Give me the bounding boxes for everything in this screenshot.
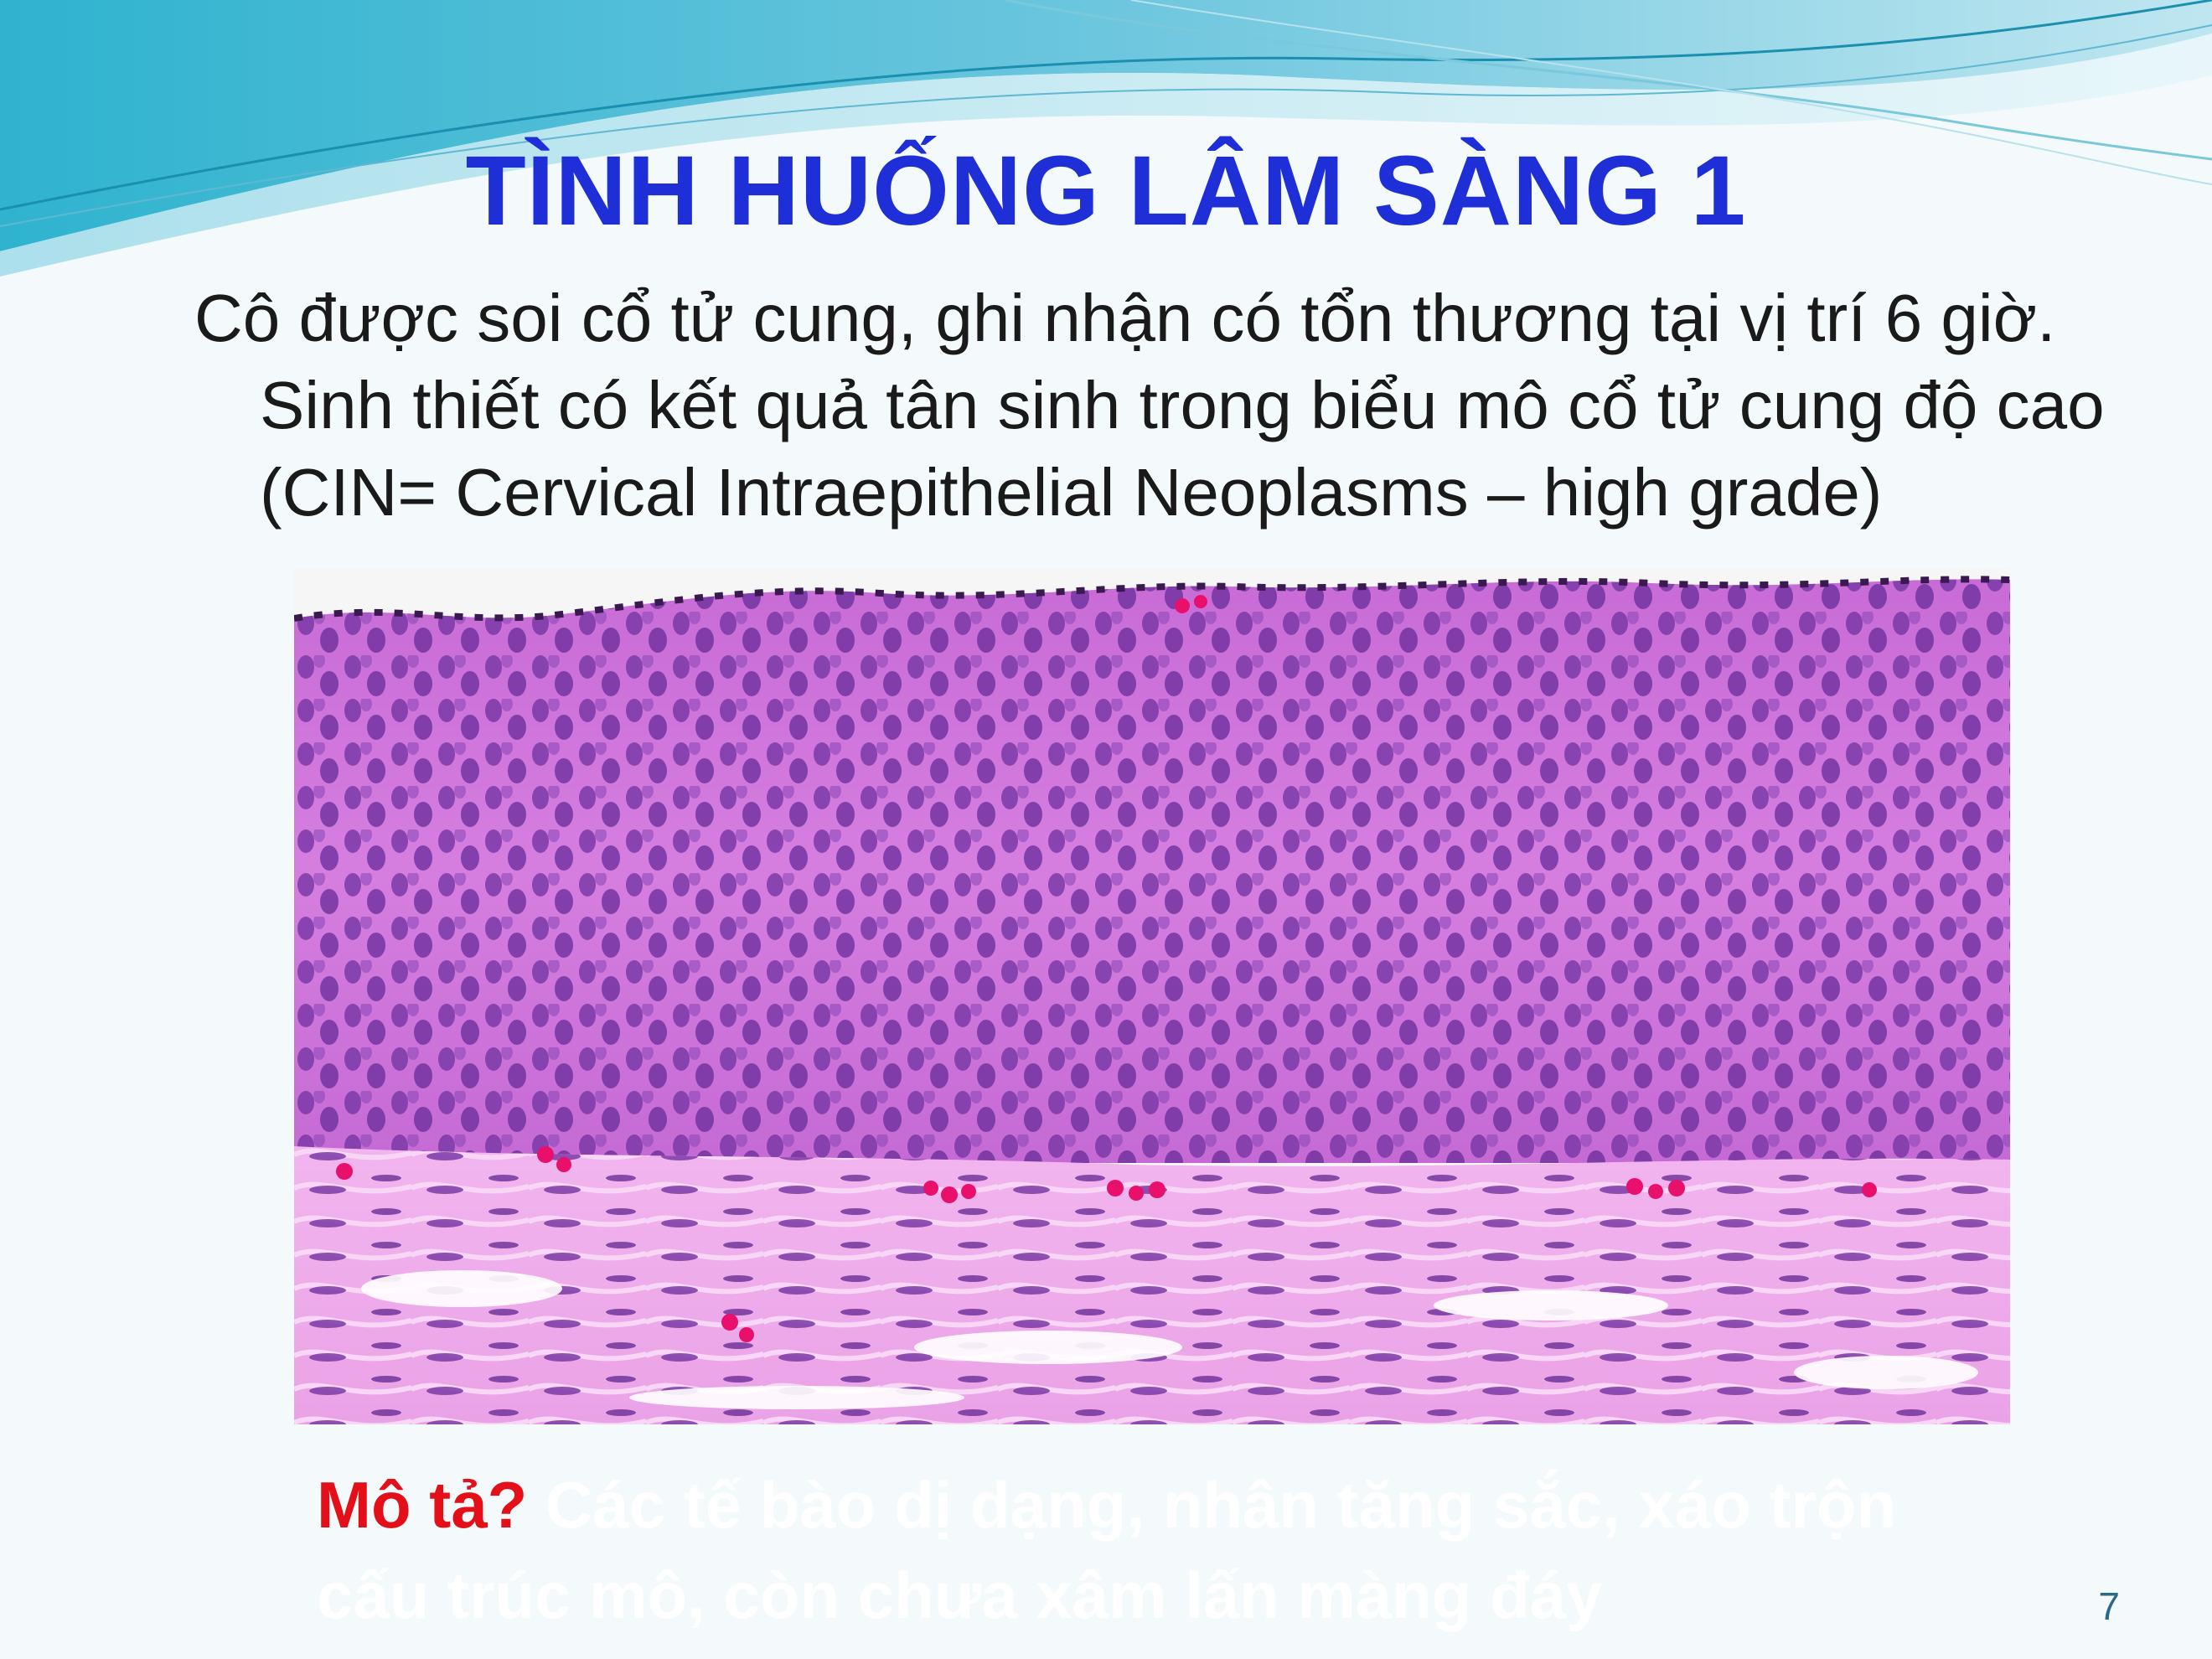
case-description: Cô được soi cổ tử cung, ghi nhận có tổn … [194, 281, 2105, 530]
answer-text: Các tế bào dị dạng, nhân tăng sắc, xáo t… [317, 1468, 1897, 1632]
description-answer: Mô tả? Các tế bào dị dạng, nhân tăng sắc… [317, 1460, 1992, 1641]
header-wave-decoration [0, 0, 2212, 276]
question-label: Mô tả? [317, 1468, 528, 1542]
histology-micrograph-icon [294, 568, 2010, 1424]
histology-micrograph [294, 568, 2010, 1424]
slide-title: TÌNH HUỐNG LÂM SÀNG 1 [465, 136, 1747, 246]
page-number: 7 [2098, 1584, 2120, 1628]
